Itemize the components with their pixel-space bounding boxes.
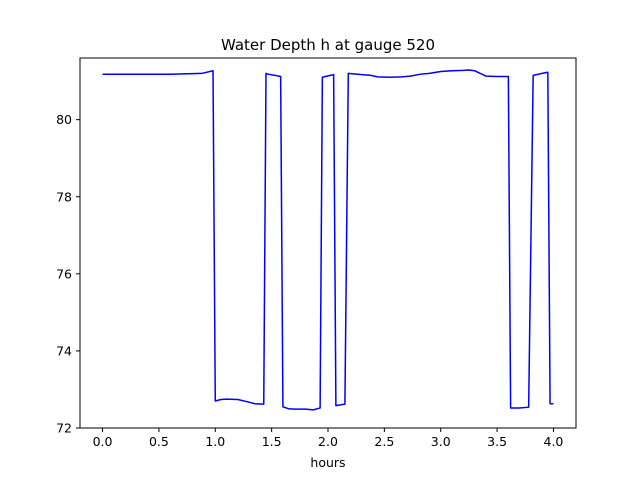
plot-area [102, 69, 554, 411]
x-tick-label: 2.0 [318, 434, 338, 449]
x-tick-label: 1.0 [205, 434, 225, 449]
y-tick-label: 76 [56, 266, 72, 281]
plot-frame [79, 57, 577, 429]
x-axis-ticks: 0.0 0.5 1.0 1.5 2.0 2.5 3.0 3.5 4.0 [93, 428, 564, 449]
y-tick-label: 80 [56, 112, 72, 127]
x-tick-label: 1.5 [262, 434, 282, 449]
x-tick-label: 4.0 [544, 434, 564, 449]
y-tick-label: 74 [56, 343, 72, 358]
y-axis-ticks: 72 74 76 78 80 [56, 112, 80, 436]
x-tick-label: 0.0 [93, 434, 113, 449]
y-tick-label: 72 [56, 421, 72, 436]
chart-title: Water Depth h at gauge 520 [221, 36, 435, 54]
x-axis-label: hours [310, 455, 345, 470]
x-tick-label: 0.5 [149, 434, 169, 449]
y-tick-label: 78 [56, 189, 72, 204]
x-tick-label: 3.0 [431, 434, 451, 449]
x-tick-label: 2.5 [374, 434, 394, 449]
series-line-0 [102, 69, 554, 411]
x-tick-label: 3.5 [487, 434, 507, 449]
